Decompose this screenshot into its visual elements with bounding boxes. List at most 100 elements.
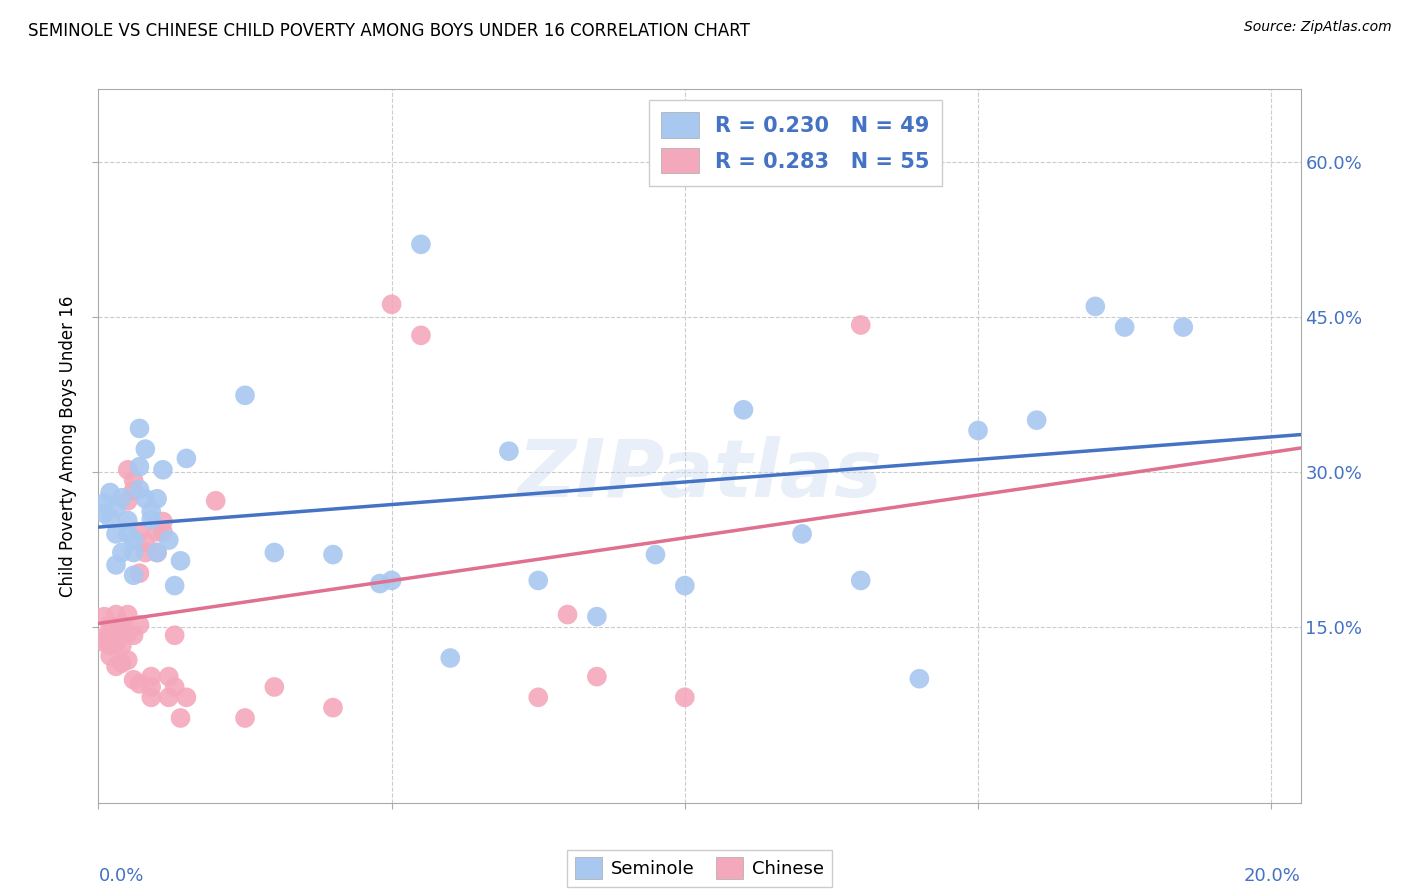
Point: [141, 512, 163, 526]
Point: [368, 576, 391, 591]
Point: [163, 680, 186, 694]
Point: [128, 618, 150, 632]
Point: [93, 496, 115, 510]
Point: [122, 545, 145, 559]
Point: [105, 620, 128, 634]
Point: [146, 491, 169, 506]
Point: [117, 653, 139, 667]
Point: [169, 554, 191, 568]
Point: [111, 639, 134, 653]
Point: [122, 673, 145, 687]
Point: [849, 574, 872, 588]
Point: [176, 451, 198, 466]
Point: [141, 504, 163, 518]
Point: [157, 670, 180, 684]
Point: [93, 506, 115, 520]
Point: [498, 444, 520, 458]
Point: [409, 237, 432, 252]
Point: [111, 491, 134, 505]
Point: [381, 297, 404, 311]
Point: [105, 659, 128, 673]
Point: [146, 545, 169, 559]
Point: [152, 524, 174, 539]
Point: [98, 485, 121, 500]
Point: [1025, 413, 1047, 427]
Point: [117, 527, 139, 541]
Legend: Seminole, Chinese: Seminole, Chinese: [568, 850, 831, 887]
Point: [105, 636, 128, 650]
Point: [586, 609, 609, 624]
Point: [98, 618, 121, 632]
Point: [117, 463, 139, 477]
Point: [163, 579, 186, 593]
Text: 0.0%: 0.0%: [98, 867, 143, 885]
Point: [111, 618, 134, 632]
Point: [134, 491, 156, 506]
Point: [908, 672, 931, 686]
Point: [105, 628, 128, 642]
Point: [128, 421, 150, 435]
Point: [322, 700, 344, 714]
Point: [128, 483, 150, 497]
Point: [128, 524, 150, 539]
Point: [117, 493, 139, 508]
Point: [644, 548, 666, 562]
Point: [146, 524, 169, 539]
Point: [128, 677, 150, 691]
Y-axis label: Child Poverty Among Boys Under 16: Child Poverty Among Boys Under 16: [59, 295, 77, 597]
Point: [409, 328, 432, 343]
Point: [157, 690, 180, 705]
Point: [152, 515, 174, 529]
Text: Source: ZipAtlas.com: Source: ZipAtlas.com: [1244, 20, 1392, 34]
Text: ZIPatlas: ZIPatlas: [517, 435, 882, 514]
Point: [98, 648, 121, 663]
Point: [849, 318, 872, 332]
Point: [673, 690, 696, 705]
Point: [790, 527, 813, 541]
Point: [117, 626, 139, 640]
Text: SEMINOLE VS CHINESE CHILD POVERTY AMONG BOYS UNDER 16 CORRELATION CHART: SEMINOLE VS CHINESE CHILD POVERTY AMONG …: [28, 22, 749, 40]
Point: [111, 627, 134, 641]
Point: [157, 533, 180, 548]
Point: [322, 548, 344, 562]
Point: [163, 628, 186, 642]
Point: [673, 579, 696, 593]
Point: [128, 566, 150, 581]
Point: [439, 651, 461, 665]
Point: [233, 388, 256, 402]
Point: [98, 511, 121, 525]
Point: [105, 607, 128, 622]
Point: [128, 459, 150, 474]
Point: [1114, 320, 1136, 334]
Point: [527, 574, 550, 588]
Point: [176, 690, 198, 705]
Point: [967, 424, 990, 438]
Point: [141, 670, 163, 684]
Point: [111, 545, 134, 559]
Point: [263, 545, 285, 559]
Point: [117, 607, 139, 622]
Point: [122, 533, 145, 548]
Text: 20.0%: 20.0%: [1244, 867, 1301, 885]
Point: [733, 402, 755, 417]
Point: [204, 493, 226, 508]
Point: [122, 483, 145, 498]
Point: [152, 463, 174, 477]
Point: [93, 630, 115, 644]
Point: [122, 473, 145, 487]
Point: [263, 680, 285, 694]
Point: [527, 690, 550, 705]
Point: [141, 690, 163, 705]
Point: [98, 625, 121, 640]
Point: [93, 635, 115, 649]
Point: [134, 535, 156, 549]
Point: [134, 442, 156, 456]
Point: [117, 513, 139, 527]
Point: [98, 639, 121, 653]
Point: [134, 545, 156, 559]
Point: [105, 501, 128, 516]
Point: [586, 670, 609, 684]
Point: [111, 656, 134, 670]
Point: [557, 607, 579, 622]
Point: [233, 711, 256, 725]
